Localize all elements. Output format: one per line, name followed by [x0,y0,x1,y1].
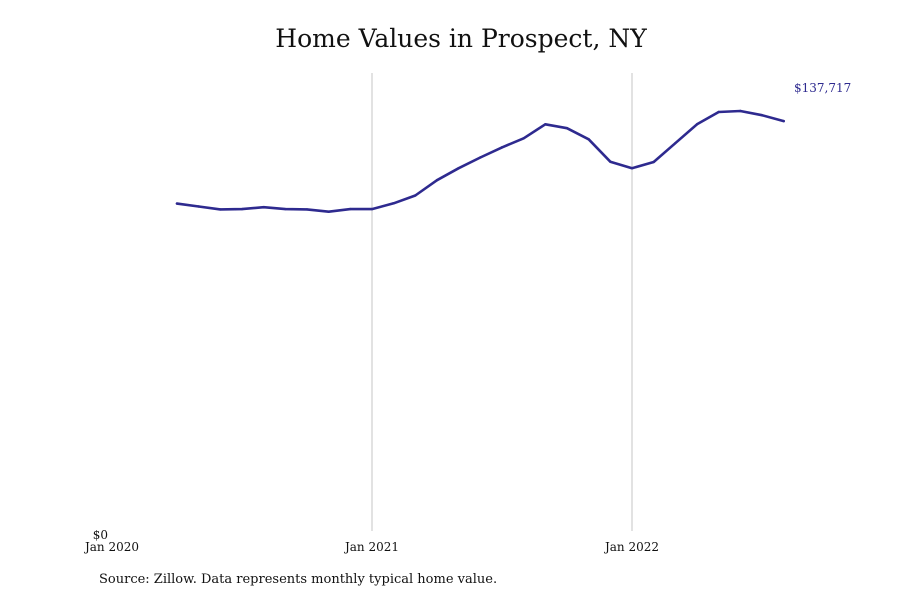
gridlines [371,73,633,531]
data-point [479,156,482,159]
data-point [370,207,374,211]
data-point [500,146,504,149]
data-point [674,141,677,145]
data-point [392,202,395,205]
data-point [219,208,222,211]
data-point [349,207,352,211]
data-point [760,114,764,117]
data-point [630,166,634,170]
data-point [457,166,460,170]
data-point [587,138,590,141]
data-point [739,109,742,113]
chart-title: Home Values in Prospect, NY [275,24,647,53]
data-point [240,207,244,211]
series-group [175,109,785,213]
y-axis-ticks: $0 [93,528,108,542]
source-note: Source: Zillow. Data represents monthly … [99,572,498,587]
data-point [327,210,330,213]
x-tick-label: Jan 2020 [83,540,139,554]
data-labels: $137,717 [794,81,851,95]
end-value-label: $137,717 [794,81,851,95]
data-point [175,202,179,205]
data-point [717,110,720,114]
x-tick-label: Jan 2022 [603,540,659,554]
data-point [435,178,439,182]
data-point [522,137,525,140]
data-point [262,205,265,209]
data-point [695,123,699,126]
data-point [609,160,612,163]
x-tick-label: Jan 2021 [343,540,399,554]
y-tick-label: $0 [93,528,108,542]
data-point [565,127,569,130]
data-point [284,207,287,211]
data-point [414,194,417,197]
data-point [652,160,655,164]
series-line [175,109,785,213]
data-point [782,119,785,123]
data-point [305,208,309,211]
x-axis-ticks: Jan 2020 Jan 2021 Jan 2022 [83,540,659,554]
data-point [197,205,200,208]
data-point [544,123,547,126]
